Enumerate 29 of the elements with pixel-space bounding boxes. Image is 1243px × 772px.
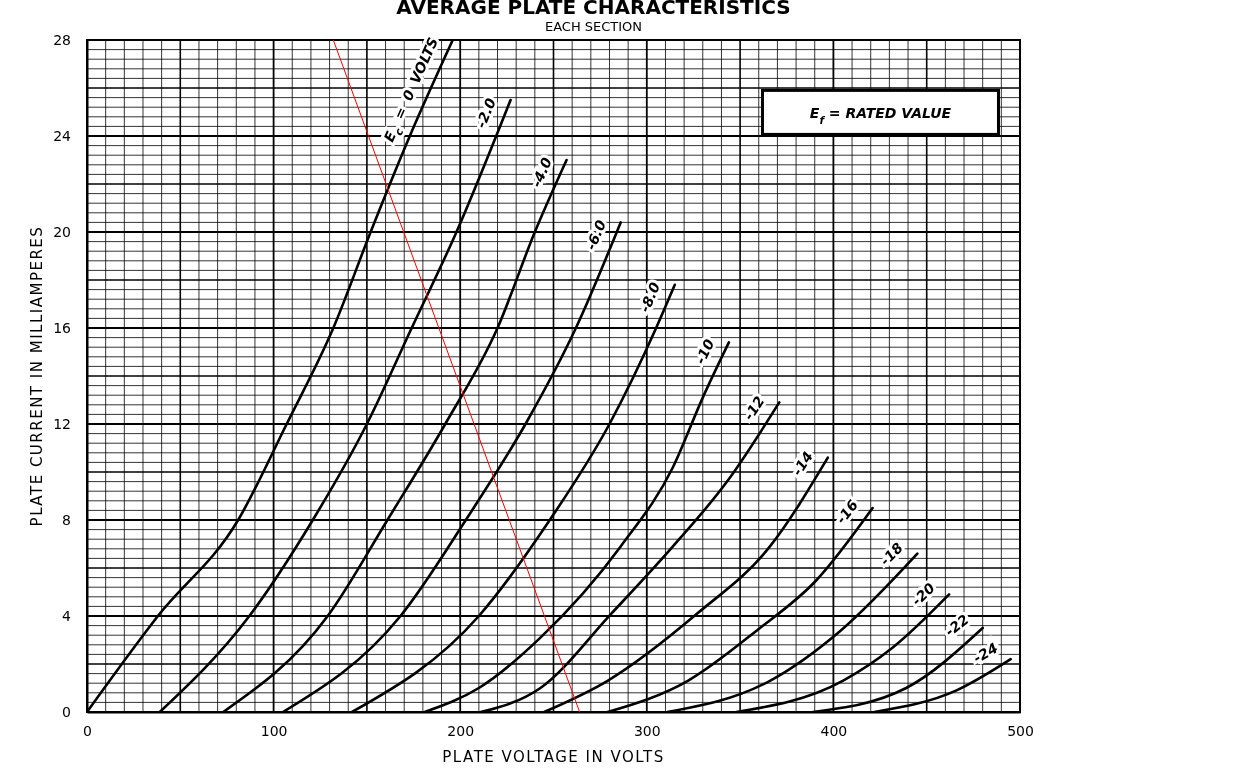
y-tick-label: 8: [62, 511, 71, 528]
y-tick-label: 0: [62, 703, 71, 720]
text: -24: [970, 639, 1001, 667]
text: -18: [876, 539, 907, 569]
text: -8.0: [636, 279, 664, 315]
x-tick-label: 0: [83, 722, 92, 739]
x-axis-title: PLATE VOLTAGE IN VOLTS: [442, 748, 665, 766]
y-axis-title: PLATE CURRENT IN MILLIAMPERES: [28, 225, 46, 527]
text: -6.0: [582, 217, 610, 253]
x-tick-label: 300: [633, 722, 661, 739]
note-box: E$_{f}$ = RATED VALUE: [761, 88, 1000, 136]
x-tick-label: 500: [1007, 722, 1034, 739]
x-tick-label: 100: [260, 722, 288, 739]
text: -10: [692, 336, 718, 367]
text: -12: [740, 393, 768, 424]
y-tick-label: 16: [53, 319, 72, 336]
y-tick-label: 28: [53, 31, 71, 48]
x-tick-label: 200: [447, 722, 475, 739]
y-tick-label: 4: [62, 607, 72, 624]
text: -2.0: [472, 95, 500, 131]
y-tick-label: 20: [53, 223, 71, 240]
text: -4.0: [528, 154, 556, 190]
text: -20: [908, 579, 939, 609]
x-tick-label: 400: [820, 722, 848, 739]
y-tick-label: 24: [53, 127, 72, 144]
text: -22: [942, 611, 972, 640]
y-tick-label: 12: [53, 415, 71, 432]
chart-subtitle: EACH SECTION: [544, 19, 643, 34]
annotation: E$_{f}$ = RATED VALUE: [809, 105, 952, 127]
